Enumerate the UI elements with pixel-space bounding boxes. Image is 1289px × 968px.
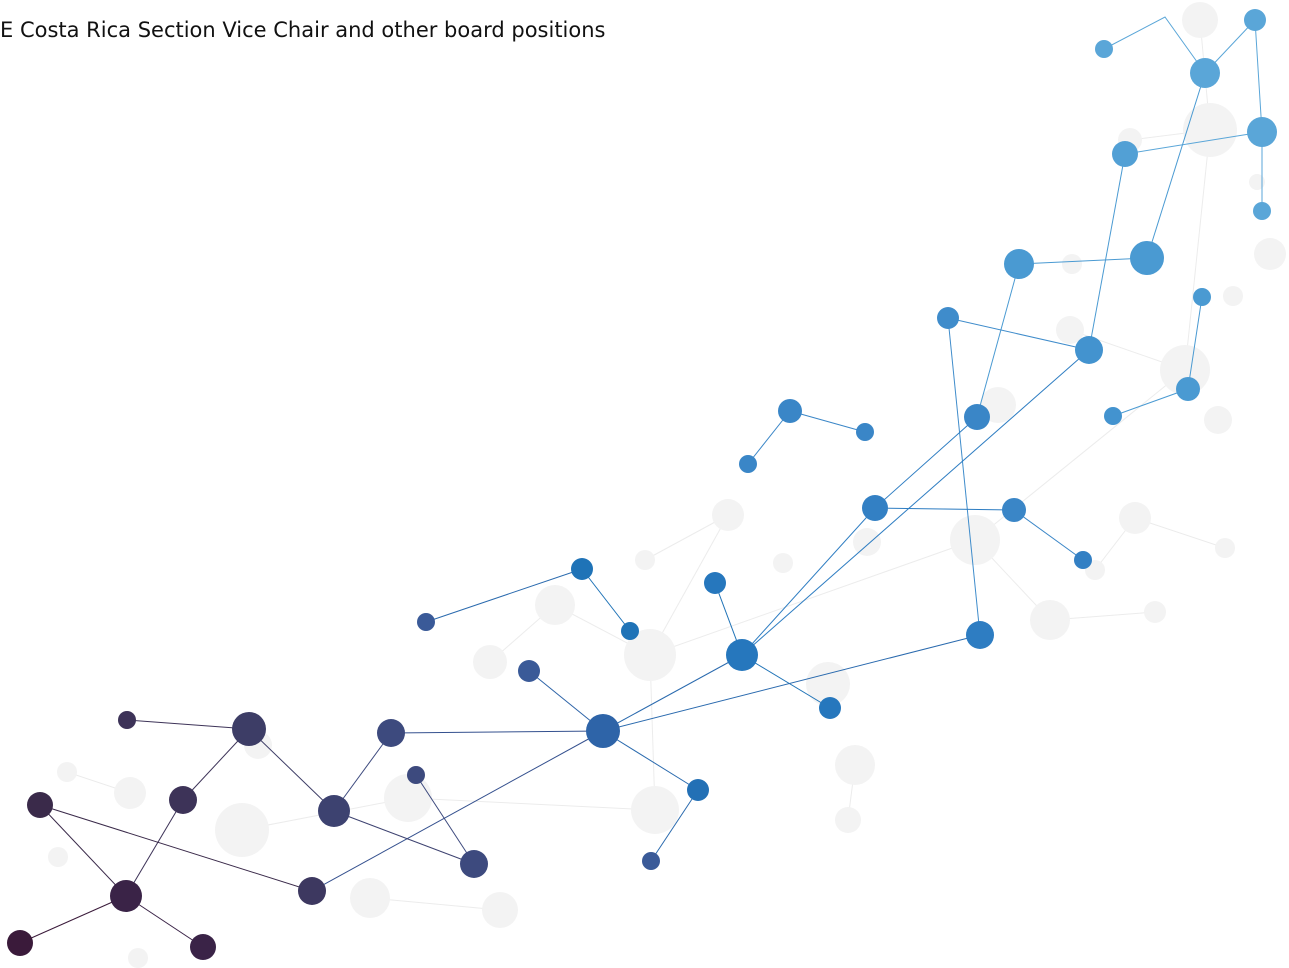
background-network <box>48 2 1286 968</box>
page: {"header": {"title": "E Costa Rica Secti… <box>0 0 1289 968</box>
network-graphic <box>0 0 1289 968</box>
